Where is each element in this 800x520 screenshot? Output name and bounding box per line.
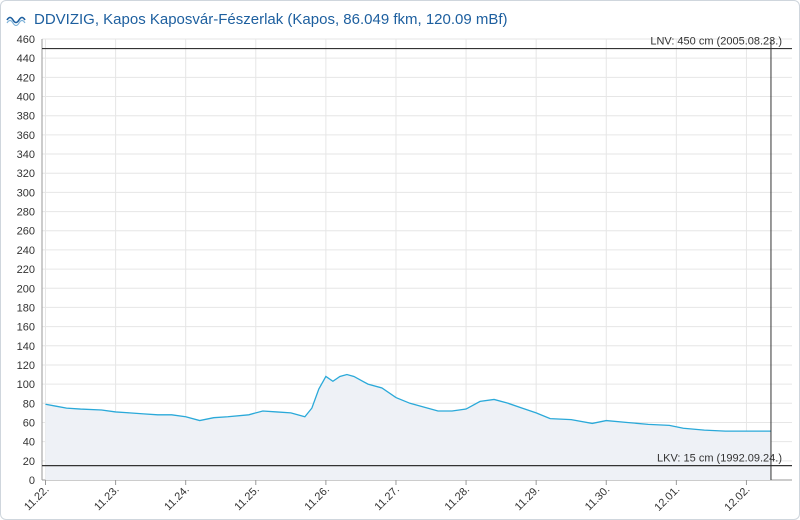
x-tick-label: 11.25. xyxy=(232,484,262,514)
y-tick-label: 180 xyxy=(17,302,35,314)
y-tick-label: 460 xyxy=(17,34,35,46)
y-tick-label: 160 xyxy=(17,322,35,334)
y-tick-label: 220 xyxy=(17,264,35,276)
reference-line-label: LKV: 15 cm (1992.09.24.) xyxy=(657,453,782,465)
y-tick-label: 380 xyxy=(17,111,35,123)
y-tick-label: 200 xyxy=(17,283,35,295)
x-tick-label: 11.29. xyxy=(513,484,543,514)
x-tick-label: 11.23. xyxy=(92,484,122,514)
y-tick-label: 260 xyxy=(17,226,35,238)
chart-header: DDVIZIG, Kapos Kaposvár-Fészerlak (Kapos… xyxy=(6,8,508,30)
y-tick-label: 60 xyxy=(23,417,35,429)
y-tick-label: 40 xyxy=(23,437,35,449)
y-tick-label: 80 xyxy=(23,398,35,410)
x-tick-label: 12.01. xyxy=(652,484,682,514)
reference-line-label: LNV: 450 cm (2005.08.23.) xyxy=(650,36,782,48)
y-tick-label: 440 xyxy=(17,53,35,65)
y-tick-label: 320 xyxy=(17,168,35,180)
y-tick-label: 300 xyxy=(17,187,35,199)
y-tick-label: 400 xyxy=(17,92,35,104)
x-tick-label: 11.27. xyxy=(373,484,403,514)
y-tick-label: 20 xyxy=(23,456,35,468)
y-tick-label: 240 xyxy=(17,245,35,257)
x-tick-label: 11.24. xyxy=(162,484,192,514)
x-tick-label: 12.02. xyxy=(722,484,752,514)
y-tick-label: 340 xyxy=(17,149,35,161)
chart-title: DDVIZIG, Kapos Kaposvár-Fészerlak (Kapos… xyxy=(34,10,508,28)
series-area xyxy=(45,374,771,480)
y-tick-label: 100 xyxy=(17,379,35,391)
x-tick-label: 11.28. xyxy=(443,484,473,514)
ddvizig-logo-icon xyxy=(6,16,26,26)
y-tick-label: 120 xyxy=(17,360,35,372)
y-tick-label: 0 xyxy=(29,475,35,487)
series-line xyxy=(45,373,771,432)
y-tick-label: 140 xyxy=(17,341,35,353)
y-tick-label: 420 xyxy=(17,72,35,84)
y-tick-label: 360 xyxy=(17,130,35,142)
x-tick-label: 11.30. xyxy=(583,484,613,514)
x-tick-label: 11.22. xyxy=(22,484,52,514)
x-tick-label: 11.26. xyxy=(302,484,332,514)
y-tick-label: 280 xyxy=(17,207,35,219)
